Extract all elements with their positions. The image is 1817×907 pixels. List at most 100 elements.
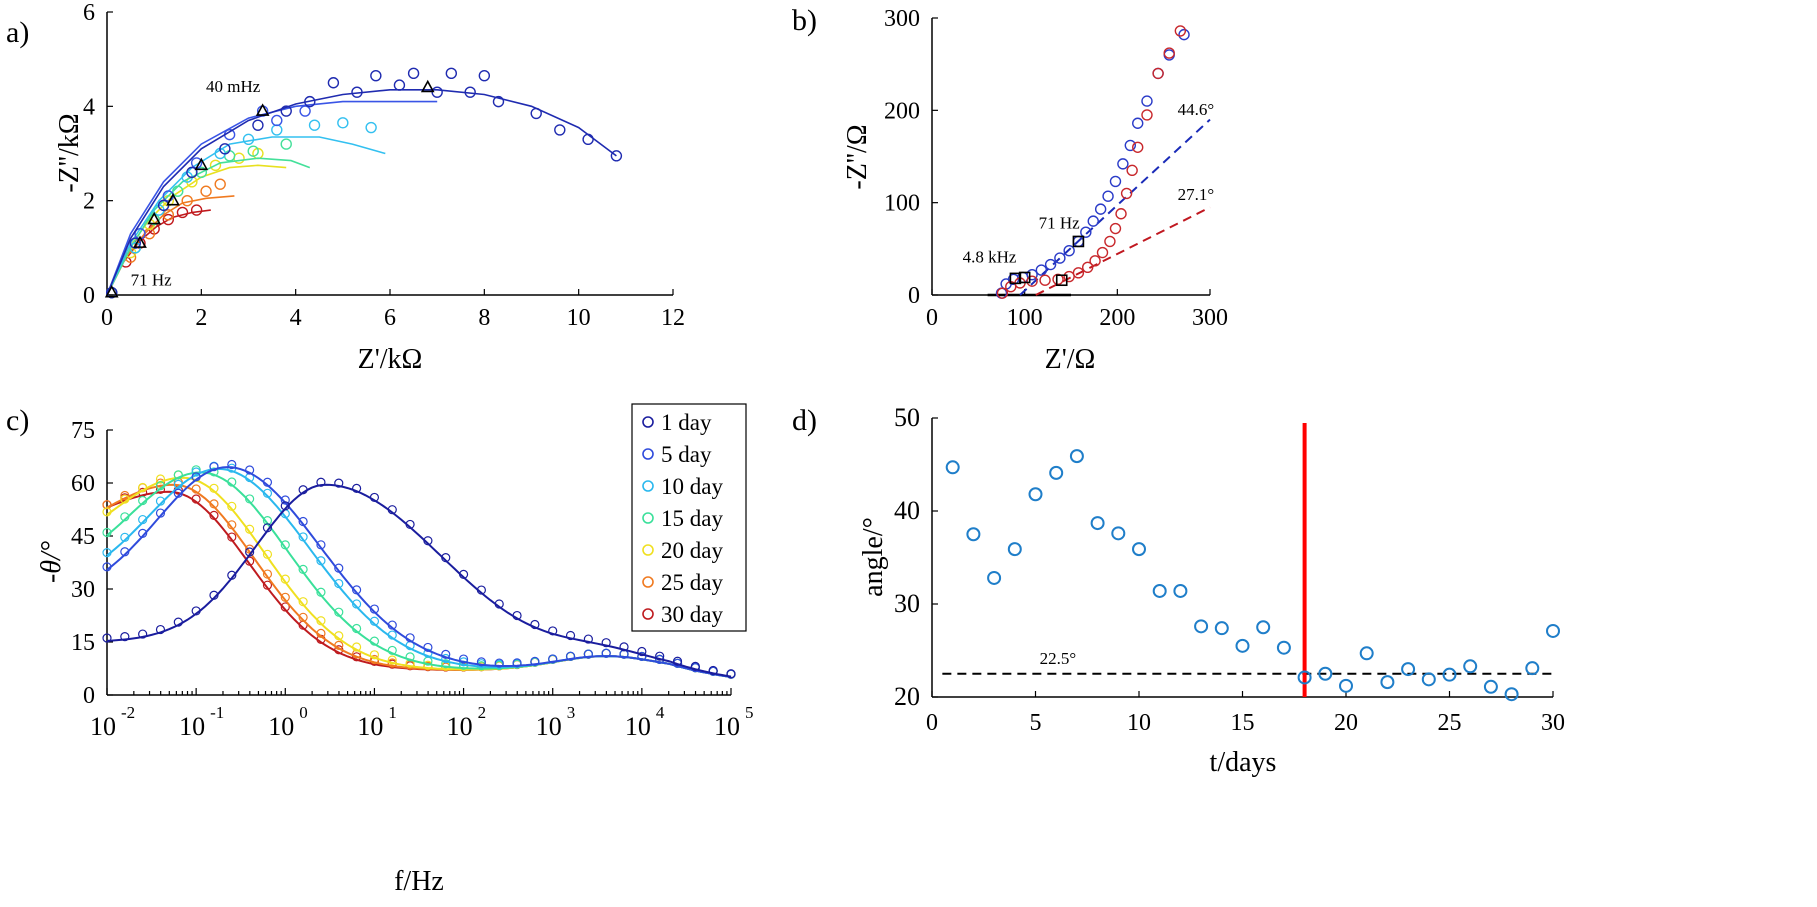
data-point: [726, 669, 736, 679]
data-point: [423, 642, 433, 653]
y-tick-label: 200: [884, 98, 920, 124]
data-point: [280, 138, 292, 150]
data-point: [280, 602, 290, 612]
data-point: [583, 649, 593, 659]
data-point: [987, 570, 1002, 585]
legend-label: 5 day: [661, 442, 712, 467]
data-point: [365, 121, 377, 134]
data-point: [369, 650, 380, 660]
data-point: [1132, 542, 1146, 557]
x-tick-label: 0: [926, 710, 938, 736]
data-point: [1141, 95, 1153, 107]
data-point: [262, 569, 273, 579]
data-point: [155, 481, 166, 491]
data-point: [690, 661, 700, 671]
data-point: [1401, 662, 1416, 677]
data-point: [191, 467, 201, 477]
panel-b-x-label: Z'/Ω: [1045, 344, 1096, 375]
x-tick-label: 4: [290, 305, 302, 331]
data-point: [405, 652, 415, 662]
y-tick-label: 100: [884, 191, 920, 217]
data-point: [245, 494, 255, 504]
data-point: [1115, 208, 1127, 220]
annotation: 40 mHz: [206, 77, 261, 96]
data-point: [280, 495, 290, 505]
annotation: 27.1°: [1178, 185, 1215, 204]
legend-label: 1 day: [661, 410, 712, 435]
data-point: [393, 79, 406, 91]
x-tick-label: 25: [1438, 710, 1462, 736]
data-point: [181, 194, 193, 207]
data-point: [441, 649, 451, 659]
data-point: [407, 67, 420, 80]
x-tick-label: 10: [90, 712, 116, 741]
fit-line: [106, 483, 732, 678]
data-point: [1120, 187, 1133, 200]
data-point: [352, 642, 362, 652]
panel-b-label: b): [792, 4, 817, 37]
x-tick-exponent: -1: [210, 703, 224, 722]
data-point: [945, 460, 960, 475]
data-point: [173, 617, 183, 627]
data-point: [280, 540, 290, 550]
data-point: [352, 585, 362, 595]
data-point: [191, 472, 201, 482]
data-point: [308, 119, 321, 131]
data-point: [102, 633, 112, 643]
frequency-marker: [194, 157, 209, 171]
data-point: [1174, 25, 1187, 37]
data-point: [1525, 661, 1540, 676]
data-point: [102, 562, 112, 572]
data-point: [1026, 275, 1038, 287]
data-point: [672, 656, 683, 666]
legend-marker: [642, 544, 654, 556]
data-point: [1132, 117, 1144, 129]
data-point: [271, 114, 283, 127]
data-point: [1442, 667, 1457, 682]
data-point: [155, 496, 166, 506]
data-point: [138, 528, 148, 538]
data-point: [1117, 158, 1129, 170]
data-point: [227, 520, 237, 530]
x-tick-label: 10: [625, 712, 651, 741]
data-point: [583, 634, 593, 644]
panel-b-y-ticks: 0 100 200 300: [884, 6, 938, 309]
data-point: [637, 651, 647, 662]
y-tick-label: 30: [894, 589, 920, 618]
x-tick-label: 2: [195, 305, 207, 331]
data-point: [1007, 542, 1022, 557]
data-point: [1141, 109, 1153, 121]
x-tick-label: 15: [1231, 710, 1255, 736]
data-point: [176, 206, 189, 219]
data-point: [548, 654, 558, 664]
data-point: [1063, 270, 1075, 283]
fit-line: [106, 89, 617, 296]
data-point: [369, 492, 380, 503]
x-tick-exponent: 3: [567, 703, 576, 722]
panel-a-x-label: Z'/kΩ: [358, 344, 423, 375]
data-point: [582, 133, 594, 146]
panel-d: d) 0 5 10 15 20 25 30 20 30 40 50 22.5° t/days an…: [792, 403, 1565, 778]
data-point: [1089, 255, 1101, 267]
data-point: [191, 484, 201, 494]
data-point: [387, 655, 397, 665]
x-tick-label: 10: [567, 305, 591, 331]
y-tick-label: 50: [894, 403, 920, 432]
data-point: [1421, 672, 1436, 687]
data-point: [262, 477, 273, 487]
panel-c-legend: 1 day 5 day 10 day 15 day 20 day 25 day 30 day: [631, 403, 747, 632]
data-point: [186, 166, 198, 179]
data-point: [370, 69, 382, 82]
data-point: [298, 532, 308, 542]
x-tick-exponent: 2: [478, 703, 487, 722]
data-point: [316, 540, 326, 550]
panel-d-plot-area: 22.5°: [942, 423, 1560, 702]
annotation: 44.6°: [1178, 100, 1215, 119]
data-point: [219, 143, 231, 155]
data-point: [1104, 235, 1116, 248]
x-tick-exponent: 5: [745, 703, 754, 722]
data-point: [637, 646, 647, 657]
data-point: [548, 626, 558, 636]
panel-d-x-label: t/days: [1210, 747, 1277, 778]
data-point: [369, 604, 380, 614]
